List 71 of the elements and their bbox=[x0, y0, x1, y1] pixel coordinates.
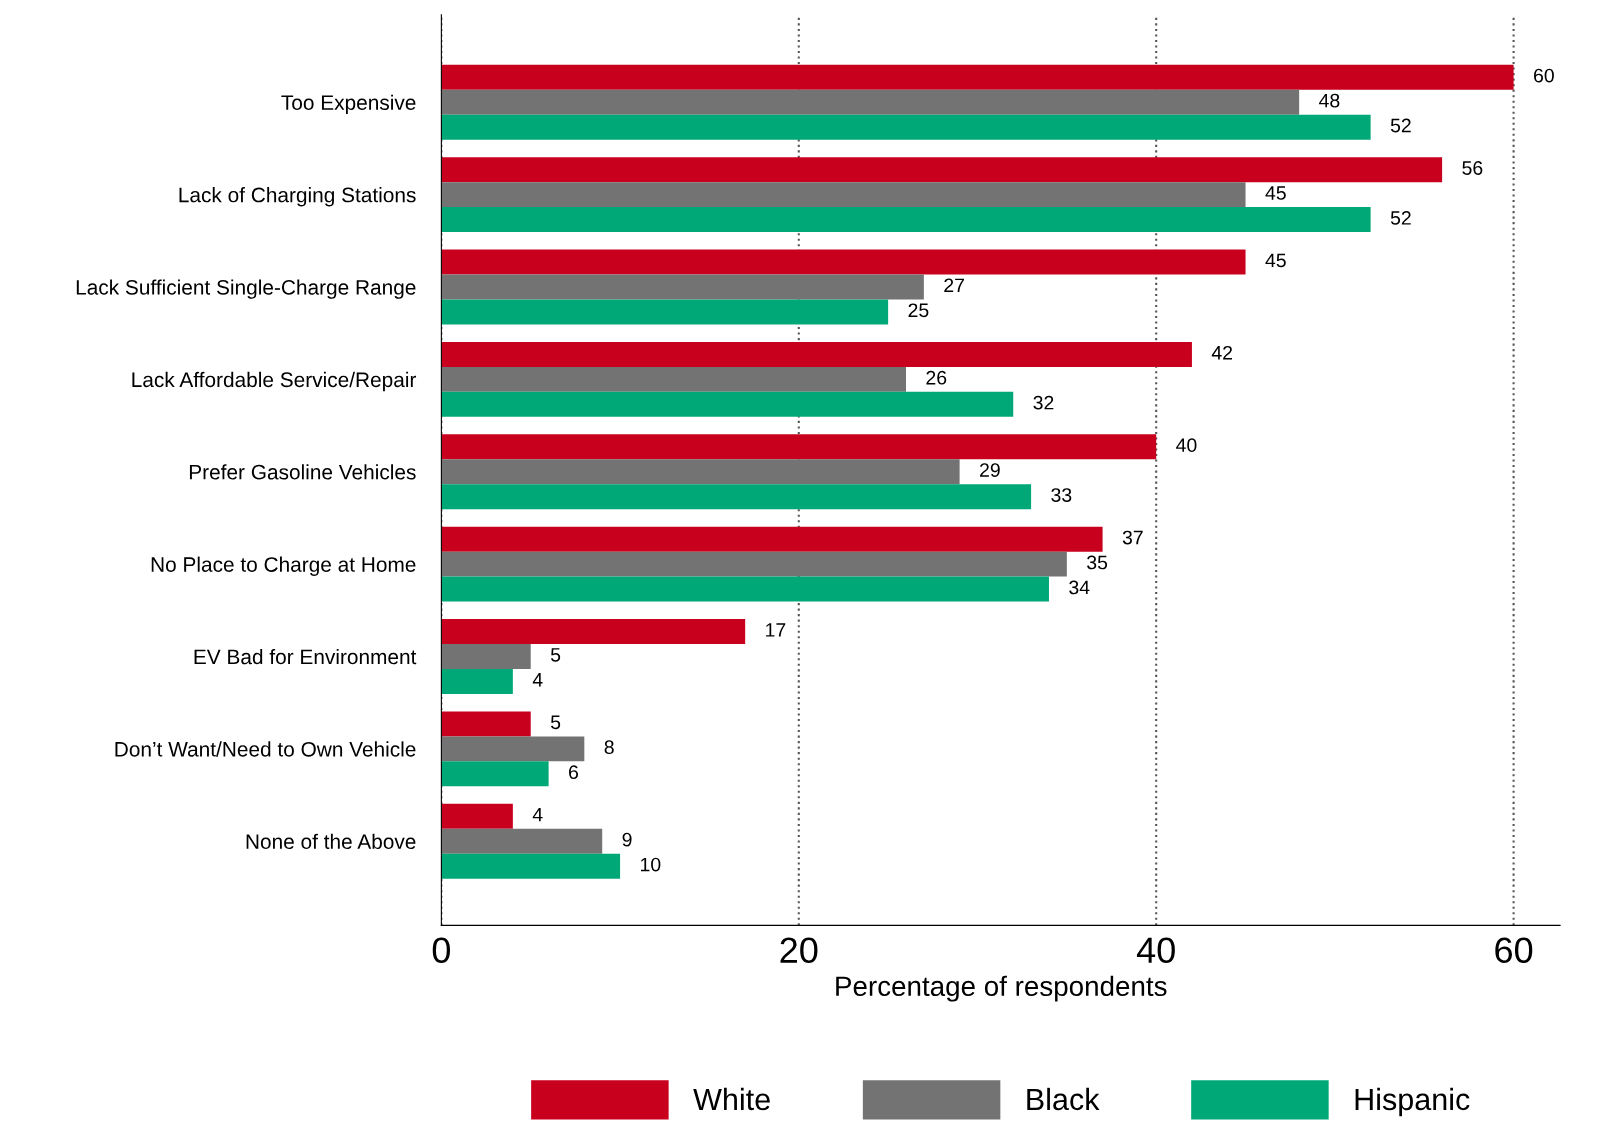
y-tick-label: No Place to Charge at Home bbox=[151, 556, 416, 577]
data-label: 42 bbox=[1211, 345, 1233, 360]
data-label: 29 bbox=[980, 463, 1000, 477]
bar bbox=[441, 576, 1049, 602]
legend-label: Black bbox=[1027, 1087, 1100, 1111]
data-label: 17 bbox=[766, 623, 786, 637]
bar bbox=[441, 736, 585, 762]
data-label: 10 bbox=[641, 857, 661, 872]
bar bbox=[441, 64, 1514, 90]
data-label: 45 bbox=[1265, 253, 1286, 268]
data-label: 5 bbox=[550, 715, 561, 730]
bar bbox=[441, 207, 1371, 233]
data-label: 35 bbox=[1087, 555, 1108, 570]
y-tick-label: EV Bad for Environment bbox=[194, 648, 417, 665]
bar bbox=[441, 366, 906, 392]
data-label: 25 bbox=[908, 303, 929, 318]
data-label: 37 bbox=[1122, 530, 1143, 545]
bar bbox=[441, 341, 1192, 367]
y-tick-label: Lack of Charging Stations bbox=[179, 187, 416, 207]
data-label: 26 bbox=[926, 370, 947, 385]
bar bbox=[441, 761, 549, 787]
x-tick-label: 20 bbox=[780, 937, 818, 963]
bar bbox=[441, 89, 1300, 115]
bar bbox=[441, 299, 889, 325]
x-tick-label: 60 bbox=[1495, 937, 1533, 963]
data-label: 48 bbox=[1319, 93, 1340, 108]
data-label: 52 bbox=[1390, 118, 1411, 133]
bar bbox=[441, 391, 1014, 417]
data-label: 4 bbox=[532, 807, 543, 822]
bar bbox=[441, 526, 1103, 552]
bar bbox=[441, 803, 513, 829]
bar bbox=[441, 711, 531, 737]
bar bbox=[441, 249, 1246, 275]
legend-label: Hispanic bbox=[1355, 1087, 1470, 1117]
data-label: 27 bbox=[944, 278, 964, 293]
data-label: 45 bbox=[1265, 186, 1286, 200]
x-tick-label: 0 bbox=[432, 937, 451, 963]
y-tick-label: Lack Sufficient Single-Charge Range bbox=[76, 279, 416, 299]
y-tick-label: None of the Above bbox=[246, 833, 416, 850]
bar bbox=[441, 182, 1246, 208]
bar bbox=[441, 484, 1032, 510]
bar bbox=[441, 114, 1371, 140]
bar bbox=[441, 551, 1067, 577]
data-label: 4 bbox=[532, 673, 543, 687]
data-label: 60 bbox=[1534, 68, 1554, 83]
bar bbox=[441, 157, 1443, 183]
data-label: 5 bbox=[550, 648, 561, 662]
bar bbox=[441, 274, 924, 300]
data-label: 8 bbox=[604, 740, 614, 755]
y-tick-label: Lack Affordable Service/Repair bbox=[132, 371, 417, 392]
x-tick-label: 40 bbox=[1136, 937, 1175, 963]
data-label: 32 bbox=[1033, 395, 1054, 410]
bar bbox=[441, 828, 603, 854]
bar bbox=[441, 853, 621, 879]
x-axis-title: Percentage of respondents bbox=[836, 975, 1167, 1002]
data-label: 34 bbox=[1069, 580, 1090, 595]
data-label: 6 bbox=[569, 765, 578, 780]
bar bbox=[441, 459, 960, 485]
bar bbox=[441, 668, 513, 694]
data-label: 9 bbox=[622, 832, 632, 847]
data-label: 52 bbox=[1390, 211, 1411, 225]
y-tick-label: Prefer Gasoline Vehicles bbox=[189, 464, 416, 480]
data-label: 56 bbox=[1462, 161, 1483, 175]
data-label: 40 bbox=[1176, 438, 1197, 453]
bar bbox=[441, 644, 531, 669]
y-tick-label: Don’t Want/Need to Own Vehicle bbox=[115, 741, 416, 757]
legend-label: White bbox=[693, 1087, 770, 1111]
bar bbox=[441, 619, 746, 645]
y-tick-label: Too Expensive bbox=[281, 94, 416, 115]
bar bbox=[441, 434, 1157, 460]
data-label: 33 bbox=[1051, 488, 1072, 502]
